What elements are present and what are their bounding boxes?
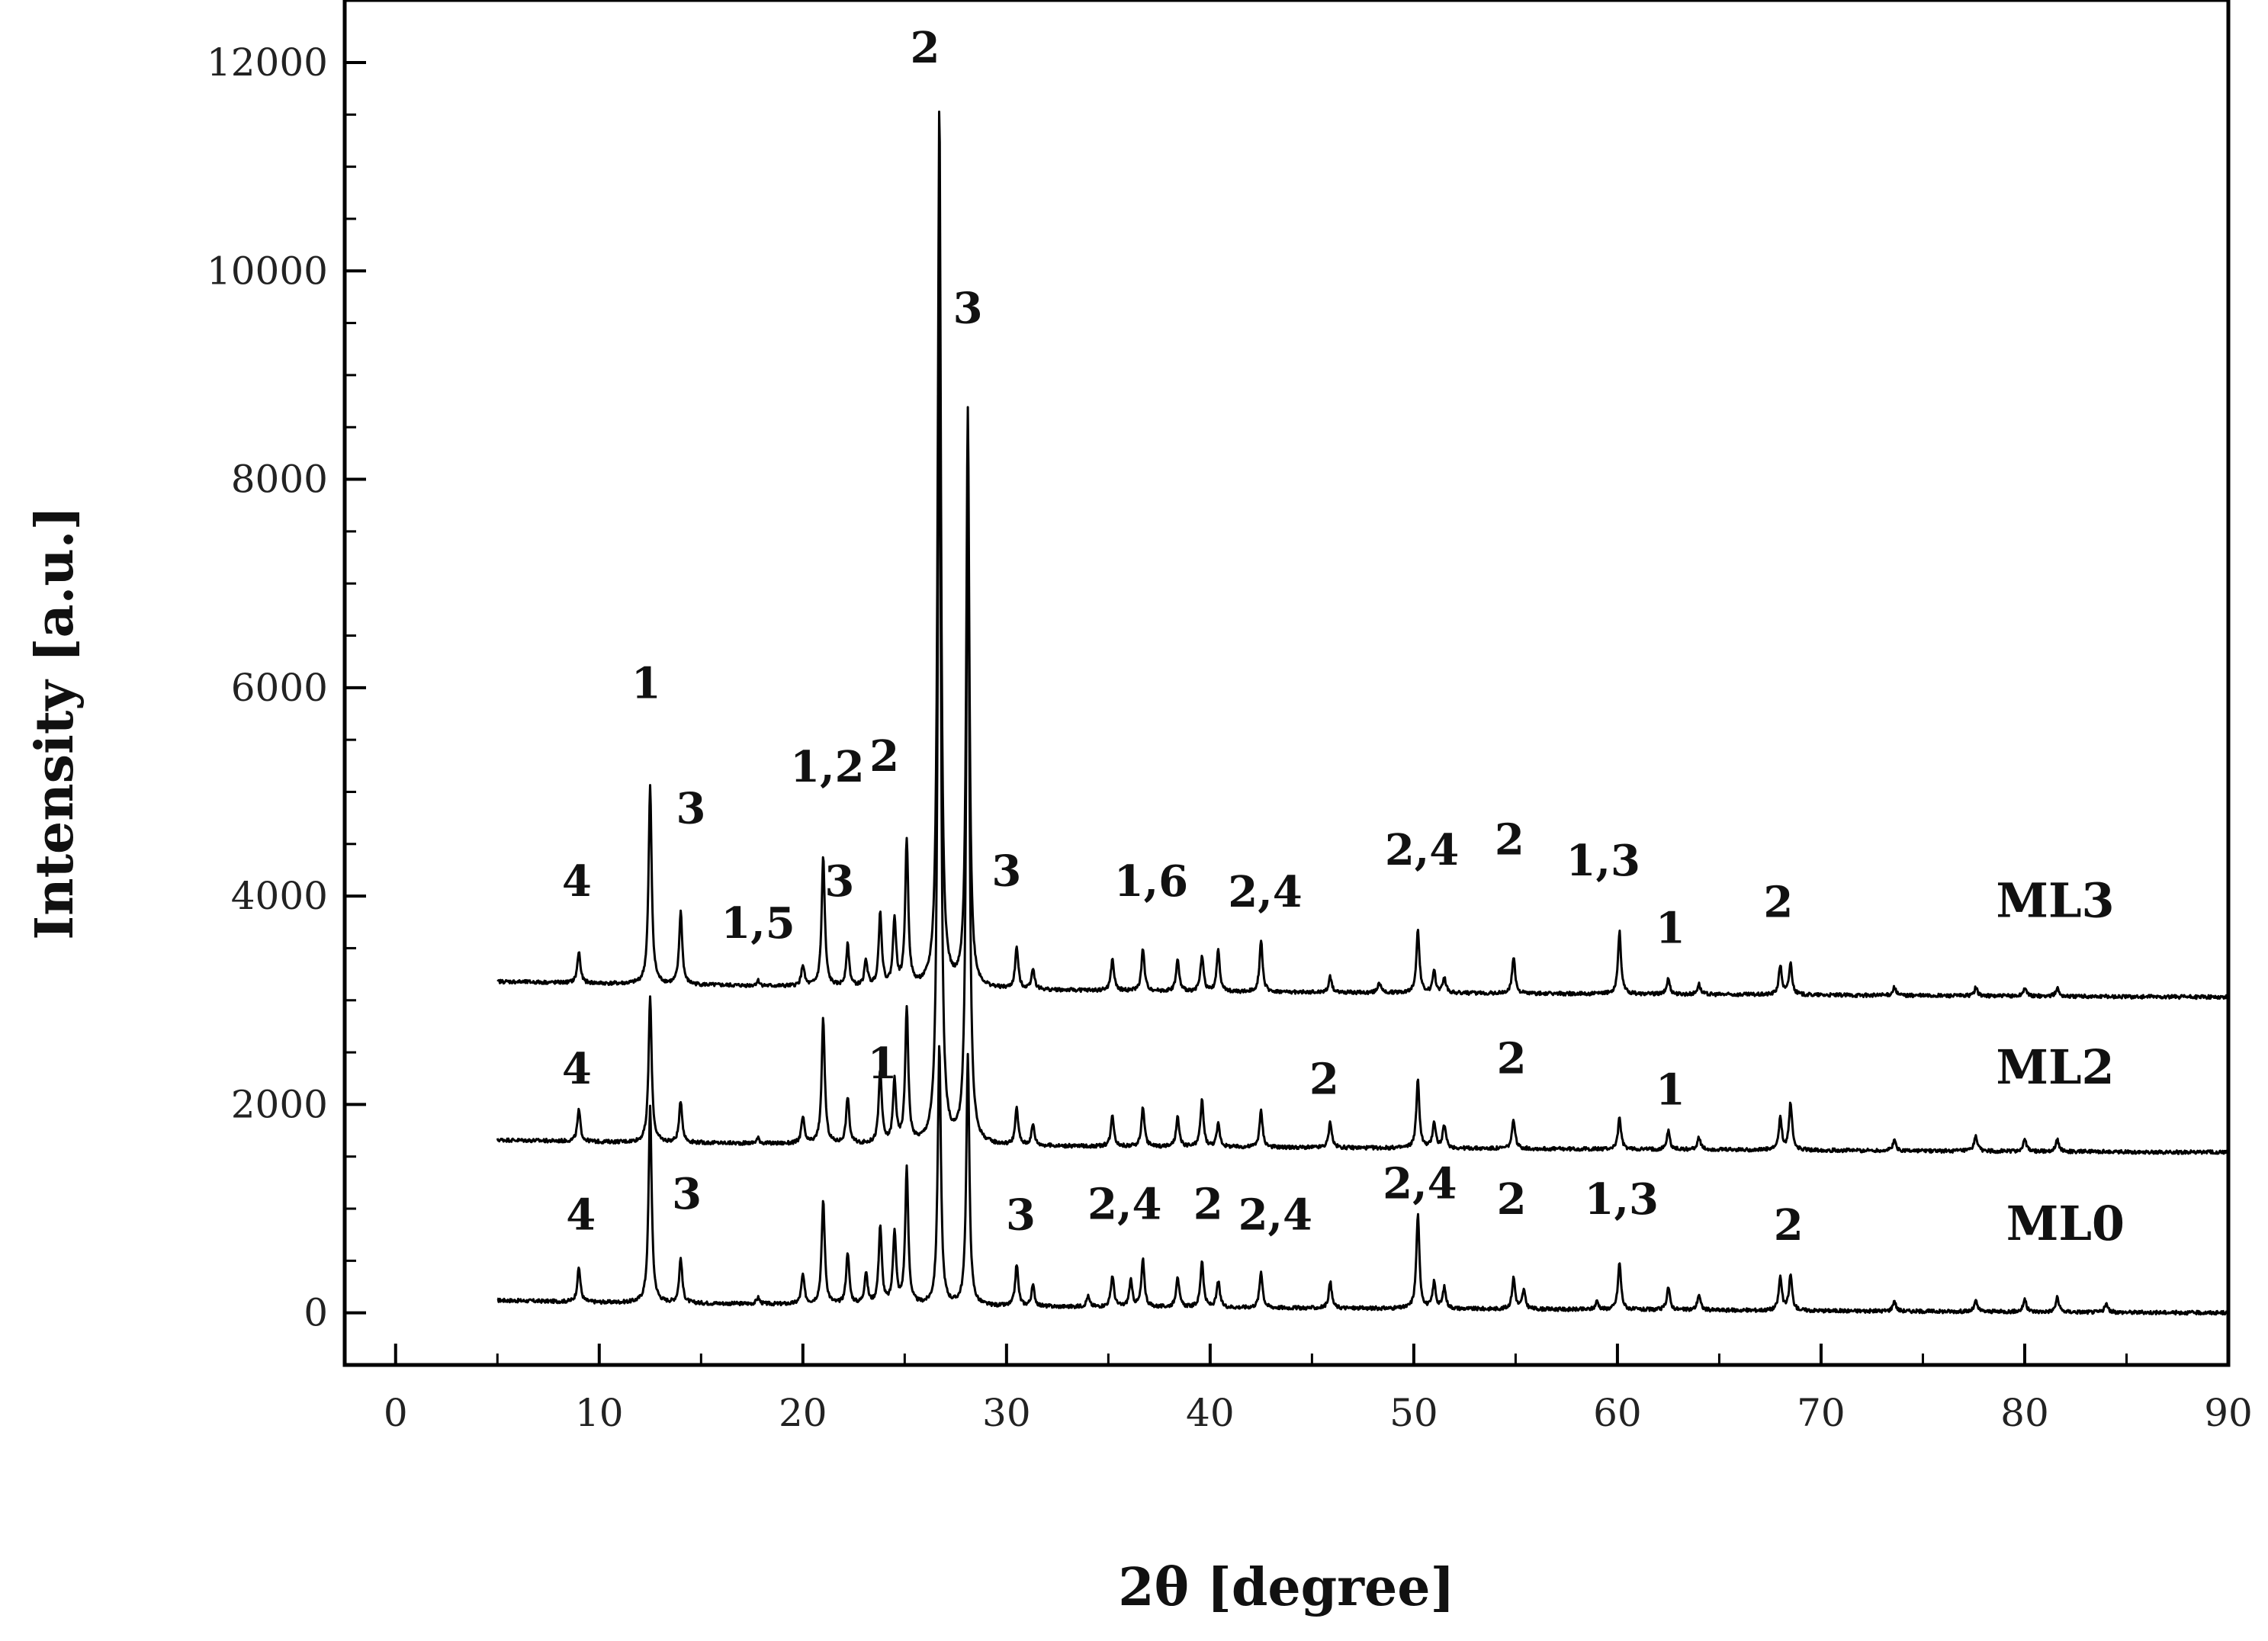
peak-annotation: 3 xyxy=(991,846,1021,896)
trace-ml0 xyxy=(496,1045,2230,1316)
x-tick-label: 20 xyxy=(779,1391,827,1435)
series-label: ML0 xyxy=(2006,1196,2125,1251)
trace-ml3 xyxy=(496,111,2229,1000)
peak-annotation: 2 xyxy=(1774,1200,1804,1251)
y-axis-ticks: 0 2000 4000 6000 8000 10000 12000 xyxy=(207,40,366,1335)
y-tick-label: 10000 xyxy=(207,249,328,293)
y-tick-label: 8000 xyxy=(231,458,328,502)
peak-annotation: 1,6 xyxy=(1114,856,1188,907)
diffraction-traces xyxy=(496,111,2230,1316)
peak-annotation: 2 xyxy=(1497,1174,1527,1225)
peak-annotation: 1 xyxy=(867,1039,897,1089)
peak-annotation: 2,4 xyxy=(1385,825,1459,875)
peak-annotation: 2 xyxy=(911,23,940,73)
plot-frame xyxy=(342,0,2231,1367)
peak-annotation: 1 xyxy=(1656,904,1685,954)
x-tick-label: 90 xyxy=(2204,1391,2253,1435)
peak-annotation: 3 xyxy=(953,284,983,334)
peak-annotation: 2,4 xyxy=(1087,1180,1161,1230)
peak-annotation: 2 xyxy=(1497,1033,1527,1084)
x-tick-label: 0 xyxy=(384,1391,408,1435)
peak-annotation: 4 xyxy=(562,856,592,907)
x-axis-title: 2θ [degree] xyxy=(1118,1557,1454,1618)
x-tick-label: 50 xyxy=(1389,1391,1438,1435)
y-tick-label: 12000 xyxy=(207,40,328,85)
series-labels: ML3 ML2 ML0 xyxy=(1996,872,2125,1251)
y-axis-title: Intensity [a.u.] xyxy=(24,506,85,939)
peak-annotation: 1 xyxy=(1656,1065,1685,1115)
peak-annotation: 2 xyxy=(1193,1180,1223,1230)
peak-annotation: 4 xyxy=(562,1044,592,1094)
peak-annotation: 3 xyxy=(824,856,854,907)
peak-annotation: 2,4 xyxy=(1228,867,1302,917)
peak-annotation: 1 xyxy=(631,658,661,708)
y-tick-label: 4000 xyxy=(231,874,328,918)
peak-annotation: 3 xyxy=(676,783,705,833)
peak-annotation: 3 xyxy=(672,1169,702,1219)
x-tick-label: 10 xyxy=(575,1391,624,1435)
y-tick-label: 0 xyxy=(304,1291,328,1335)
peak-annotation: 2 xyxy=(1495,814,1524,865)
series-label: ML3 xyxy=(1996,872,2114,928)
peak-annotation: 2 xyxy=(1763,877,1793,927)
y-tick-label: 6000 xyxy=(231,666,328,710)
trace-ml2 xyxy=(496,317,2229,1155)
x-tick-label: 30 xyxy=(982,1391,1031,1435)
series-label: ML2 xyxy=(1996,1039,2114,1095)
peak-annotation: 2 xyxy=(1309,1055,1339,1105)
peak-annotation: 1,3 xyxy=(1566,836,1640,886)
peak-annotation: 1,5 xyxy=(721,898,795,949)
peak-annotation: 1,2 xyxy=(790,742,864,792)
peak-annotation: 3 xyxy=(1006,1190,1036,1240)
peak-annotation: 1,3 xyxy=(1585,1174,1659,1225)
peak-annotation: 2,4 xyxy=(1383,1158,1457,1209)
x-axis-ticks: 0 10 20 30 40 50 60 70 80 90 xyxy=(384,1344,2253,1435)
peak-annotation: 2 xyxy=(869,731,899,782)
x-tick-label: 40 xyxy=(1186,1391,1235,1435)
peak-annotation: 4 xyxy=(566,1190,596,1240)
peak-annotation: 2,4 xyxy=(1238,1190,1312,1240)
x-tick-label: 70 xyxy=(1797,1391,1846,1435)
x-tick-label: 80 xyxy=(2000,1391,2049,1435)
y-tick-label: 2000 xyxy=(231,1082,328,1126)
x-tick-label: 60 xyxy=(1593,1391,1642,1435)
